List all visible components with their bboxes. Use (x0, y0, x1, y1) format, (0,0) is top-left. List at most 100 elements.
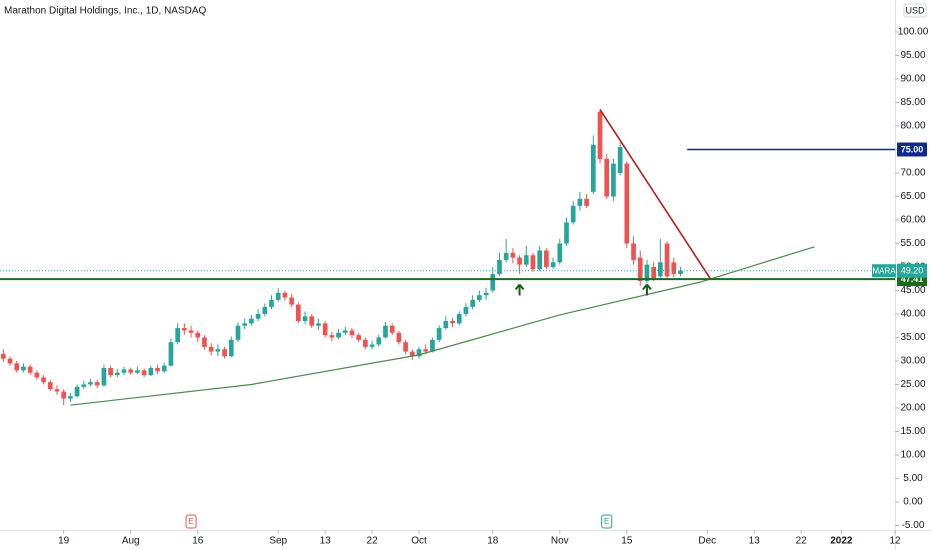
candle-body (316, 323, 321, 326)
candle-body (135, 370, 140, 373)
candle-body (68, 396, 73, 399)
candle-body (356, 335, 362, 340)
candle-body (423, 349, 429, 352)
candle-body (188, 330, 194, 333)
plot (1, 109, 683, 406)
x-tick-label: 2022 (830, 536, 853, 547)
x-tick-label: Dec (698, 536, 716, 547)
candle-body (530, 255, 536, 270)
candle-body (678, 270, 683, 275)
candle-body (14, 363, 20, 371)
candle-body (430, 339, 435, 352)
candle-body (490, 274, 496, 291)
candle-body (329, 335, 335, 338)
candle-body (637, 257, 643, 282)
candle-body (644, 264, 650, 282)
candle-body (517, 257, 522, 265)
earnings-label: E (188, 517, 193, 526)
candle-body (537, 250, 543, 270)
candle-body (74, 386, 80, 397)
candle-body (376, 337, 382, 345)
y-tick-label: 45.00 (900, 285, 925, 296)
y-tick-label: 10.00 (900, 450, 925, 461)
x-tick-label: 22 (367, 536, 379, 547)
x-tick-label: Oct (411, 536, 427, 547)
candle-body (282, 292, 288, 298)
candle-body (222, 349, 227, 357)
candle-body (155, 368, 160, 372)
x-tick-label: 22 (796, 536, 808, 547)
candle-body (275, 292, 281, 300)
candle-body (590, 144, 596, 192)
last-price-box (897, 263, 927, 278)
x-tick-label: 19 (58, 536, 70, 547)
level-label: 75.00 (901, 144, 924, 154)
y-tick-label: 100.00 (898, 27, 929, 38)
candle-body (61, 391, 67, 399)
chart-title: Marathon Digital Holdings, Inc., 1D, NAS… (4, 6, 207, 17)
y-tick-label: 90.00 (900, 74, 925, 85)
candle-body (309, 316, 315, 326)
candle-body (631, 243, 636, 260)
candle-body (570, 205, 576, 223)
candle-body (403, 342, 408, 352)
candle-body (450, 321, 455, 324)
candle-body (604, 158, 610, 197)
candle-body (443, 321, 449, 329)
trend-line (599, 109, 712, 280)
candle-body (249, 318, 254, 324)
candle-body (262, 306, 268, 314)
y-tick-label: 95.00 (900, 50, 925, 61)
candle-body (349, 330, 355, 336)
candle-body (81, 384, 87, 387)
y-tick-label: 20.00 (900, 403, 925, 414)
candle-body (369, 344, 375, 347)
candle-body (611, 163, 616, 197)
candle-body (242, 323, 248, 326)
candle-body (416, 349, 422, 357)
candle-body (624, 163, 630, 244)
candle-body (577, 198, 583, 206)
candle-body (295, 304, 301, 322)
candle-body (550, 262, 556, 267)
candle-body (54, 389, 60, 392)
candle-body (47, 382, 53, 390)
candle-body (436, 328, 442, 340)
last-price-label: 49.20 (901, 266, 924, 276)
candle-body (289, 297, 294, 305)
y-tick-label: 40.00 (900, 309, 925, 320)
candle-body (510, 252, 516, 258)
candle-body (114, 372, 120, 376)
candle-body (148, 368, 154, 376)
candle-body (396, 332, 402, 343)
up-arrow (514, 283, 525, 296)
candle-body (27, 366, 33, 373)
candle-body (168, 342, 174, 366)
candle-body (557, 243, 563, 263)
candle-body (409, 351, 415, 357)
candle-body (671, 262, 677, 275)
level-label-box (897, 142, 927, 157)
candle-body (7, 358, 13, 364)
x-tick-label: 13 (320, 536, 332, 547)
y-tick-label: 30.00 (900, 356, 925, 367)
earnings-marker (601, 514, 613, 529)
candle-body (121, 369, 127, 373)
candle-body (128, 369, 134, 373)
candle-body (175, 328, 181, 343)
candle-body (651, 266, 656, 279)
x-tick-label: 16 (192, 536, 204, 547)
x-tick-label: Nov (551, 536, 569, 547)
candle-body (483, 292, 489, 296)
candle-body (195, 332, 201, 338)
candle-body (658, 262, 663, 277)
candle-body (544, 250, 549, 267)
up-arrow (642, 283, 652, 296)
candle-body (202, 337, 207, 347)
candle-body (1, 353, 6, 359)
y-tick-label: 65.00 (900, 191, 925, 202)
candle-body (617, 147, 623, 173)
candle-body (564, 222, 569, 244)
